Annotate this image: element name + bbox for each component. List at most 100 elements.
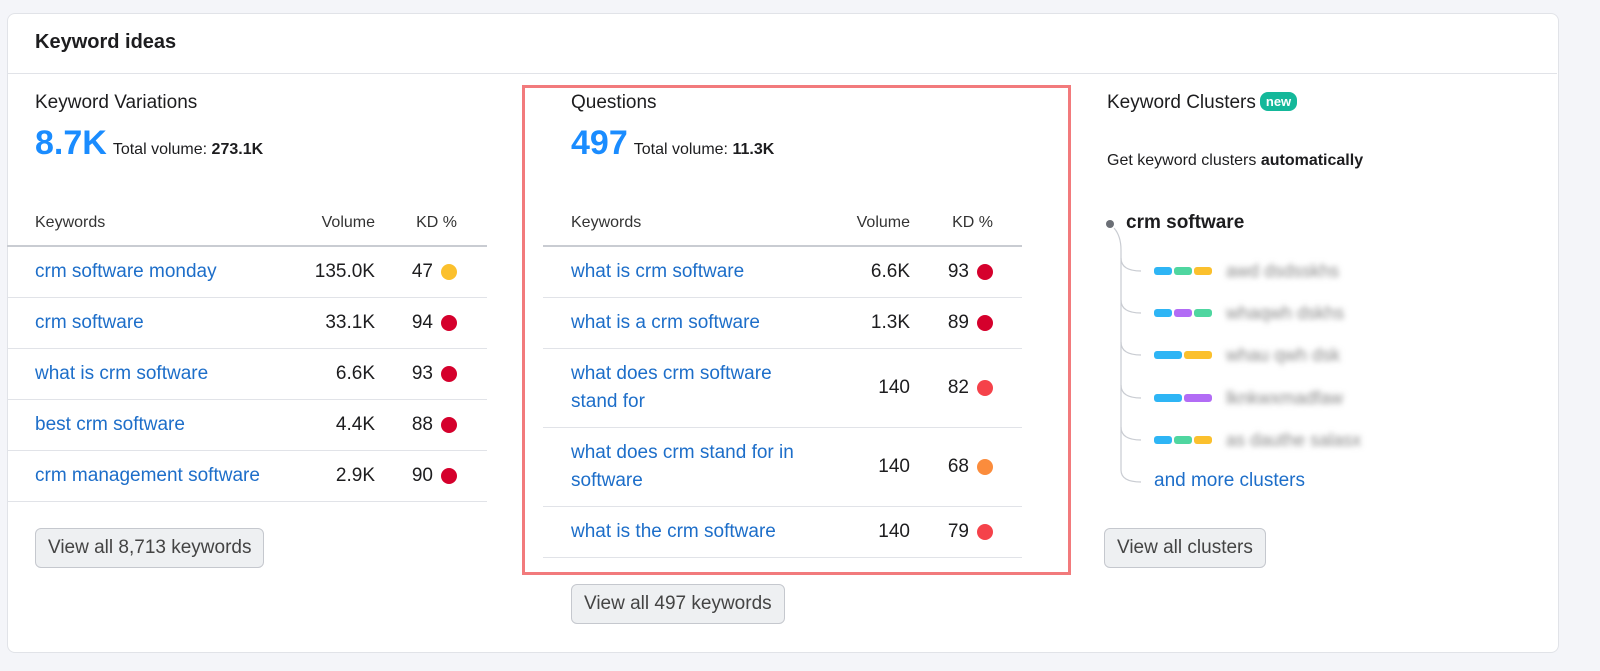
kd-dot <box>977 315 993 331</box>
view-all-button[interactable]: View all 8,713 keywords <box>35 528 265 568</box>
table-header: Keywords Volume KD % <box>7 200 487 247</box>
table-row: what is crm software 6.6K 93 <box>7 349 487 400</box>
column-header: Keywords <box>571 213 642 231</box>
column-header: Volume <box>321 213 375 231</box>
kd-value: 89 <box>947 312 969 333</box>
keyword-link[interactable]: what does crm software stand for <box>571 363 772 412</box>
view-all-button[interactable]: View all 497 keywords <box>571 584 785 624</box>
bar-segment <box>1194 436 1212 444</box>
table-row: crm software monday 135.0K 47 <box>7 247 487 298</box>
subtitle-text: Get keyword clusters <box>1107 152 1261 169</box>
cluster-label: lknkwxmadfaw <box>1226 387 1344 408</box>
kd-dot <box>441 468 457 484</box>
kd-value: 82 <box>947 377 969 398</box>
section-title: Questions <box>571 92 657 113</box>
bar-segment <box>1154 394 1182 402</box>
kd-value: 68 <box>947 456 969 477</box>
kd-dot <box>441 264 457 280</box>
kd-dot <box>977 459 993 475</box>
count-row: 497 Total volume: 11.3K <box>571 124 774 163</box>
column-header: KD % <box>416 213 457 231</box>
cluster-bar <box>1154 309 1212 317</box>
section-title: Keyword Clusters new <box>1107 92 1298 114</box>
table-row: what does crm stand for in software 140 68 <box>543 428 1022 507</box>
bar-segment <box>1154 351 1182 359</box>
count: 497 <box>571 124 628 162</box>
bar-segment <box>1194 309 1212 317</box>
total-label: Total volume: <box>633 141 728 158</box>
more-clusters-link[interactable]: and more clusters <box>1154 470 1306 491</box>
kd-value: 88 <box>411 414 433 435</box>
bar-segment <box>1154 436 1172 444</box>
cluster-bar <box>1154 394 1212 402</box>
cluster-item: whaqwh dskhs <box>1154 301 1344 325</box>
cluster-label: awd dsdsskhs <box>1226 260 1340 281</box>
volume: 6.6K <box>870 261 910 282</box>
count-row: 8.7K Total volume: 273.1K <box>35 124 263 163</box>
card-header: Keyword ideas <box>7 13 1557 74</box>
keyword-link[interactable]: what is crm software <box>35 363 209 384</box>
tree-trunk <box>1113 227 1142 483</box>
bar-segment <box>1184 351 1212 359</box>
table-row: what is a crm software 1.3K 89 <box>543 298 1022 349</box>
cluster-bar <box>1154 436 1212 444</box>
volume: 140 <box>878 377 910 398</box>
kd-dot <box>977 264 993 280</box>
cluster-label: whau qwh dsk <box>1226 344 1341 365</box>
clusters-subtitle: Get keyword clusters automatically <box>1107 152 1363 170</box>
cluster-item: whau qwh dsk <box>1154 343 1340 367</box>
card-title: Keyword ideas <box>35 31 177 53</box>
bar-segment <box>1154 267 1172 275</box>
cluster-item: lknkwxmadfaw <box>1154 386 1343 410</box>
table-row: crm management software 2.9K 90 <box>7 451 487 502</box>
keyword-link[interactable]: best crm software <box>35 414 185 435</box>
total-label: Total volume: <box>112 141 208 158</box>
kd-dot <box>977 524 993 540</box>
column-header: KD % <box>952 213 993 231</box>
keyword-link[interactable]: what is crm software <box>571 261 745 282</box>
section-title: Keyword Variations <box>35 92 198 113</box>
volume: 140 <box>878 521 910 542</box>
keyword-link[interactable]: what does crm stand for in software <box>571 442 794 491</box>
keyword-link[interactable]: crm software monday <box>35 261 217 282</box>
volume: 6.6K <box>335 363 375 384</box>
keyword-link[interactable]: crm management software <box>35 465 260 486</box>
bar-segment <box>1174 267 1192 275</box>
keyword-link[interactable]: what is the crm software <box>571 521 776 542</box>
kd-dot <box>441 315 457 331</box>
keyword-link[interactable]: what is a crm software <box>571 312 760 333</box>
table-row: what does crm software stand for 140 82 <box>543 349 1022 428</box>
cluster-bar <box>1154 267 1212 275</box>
subtitle-bold: automatically <box>1260 152 1364 169</box>
total: Total volume: 273.1K <box>113 141 263 158</box>
volume: 33.1K <box>325 312 375 333</box>
column-header: Keywords <box>35 213 106 231</box>
volume: 2.9K <box>335 465 375 486</box>
total-value: 11.3K <box>732 141 775 158</box>
kd-dot <box>441 417 457 433</box>
volume: 135.0K <box>314 261 375 282</box>
total-value: 273.1K <box>211 141 264 158</box>
keyword-link[interactable]: crm software <box>35 312 144 333</box>
count: 8.7K <box>35 124 107 162</box>
tree-root-dot <box>1106 220 1114 228</box>
volume: 1.3K <box>870 312 910 333</box>
cluster-root: crm software <box>1126 212 1245 233</box>
total: Total volume: 11.3K <box>634 141 775 158</box>
volume: 140 <box>878 456 910 477</box>
kd-value: 93 <box>947 261 969 282</box>
keyword-table: Keywords Volume KD % crm software monday 135… <box>7 200 487 502</box>
kd-dot <box>441 366 457 382</box>
clusters-title: Keyword Clusters <box>1107 92 1256 113</box>
table-header: Keywords Volume KD % <box>543 200 1022 247</box>
cluster-item: awd dsdsskhs <box>1154 259 1339 283</box>
view-all-button[interactable]: View all clusters <box>1104 528 1266 568</box>
volume: 4.4K <box>335 414 375 435</box>
table-row: what is crm software 6.6K 93 <box>543 247 1022 298</box>
bar-segment <box>1194 267 1212 275</box>
bar-segment <box>1184 394 1212 402</box>
cluster-bar <box>1154 351 1212 359</box>
